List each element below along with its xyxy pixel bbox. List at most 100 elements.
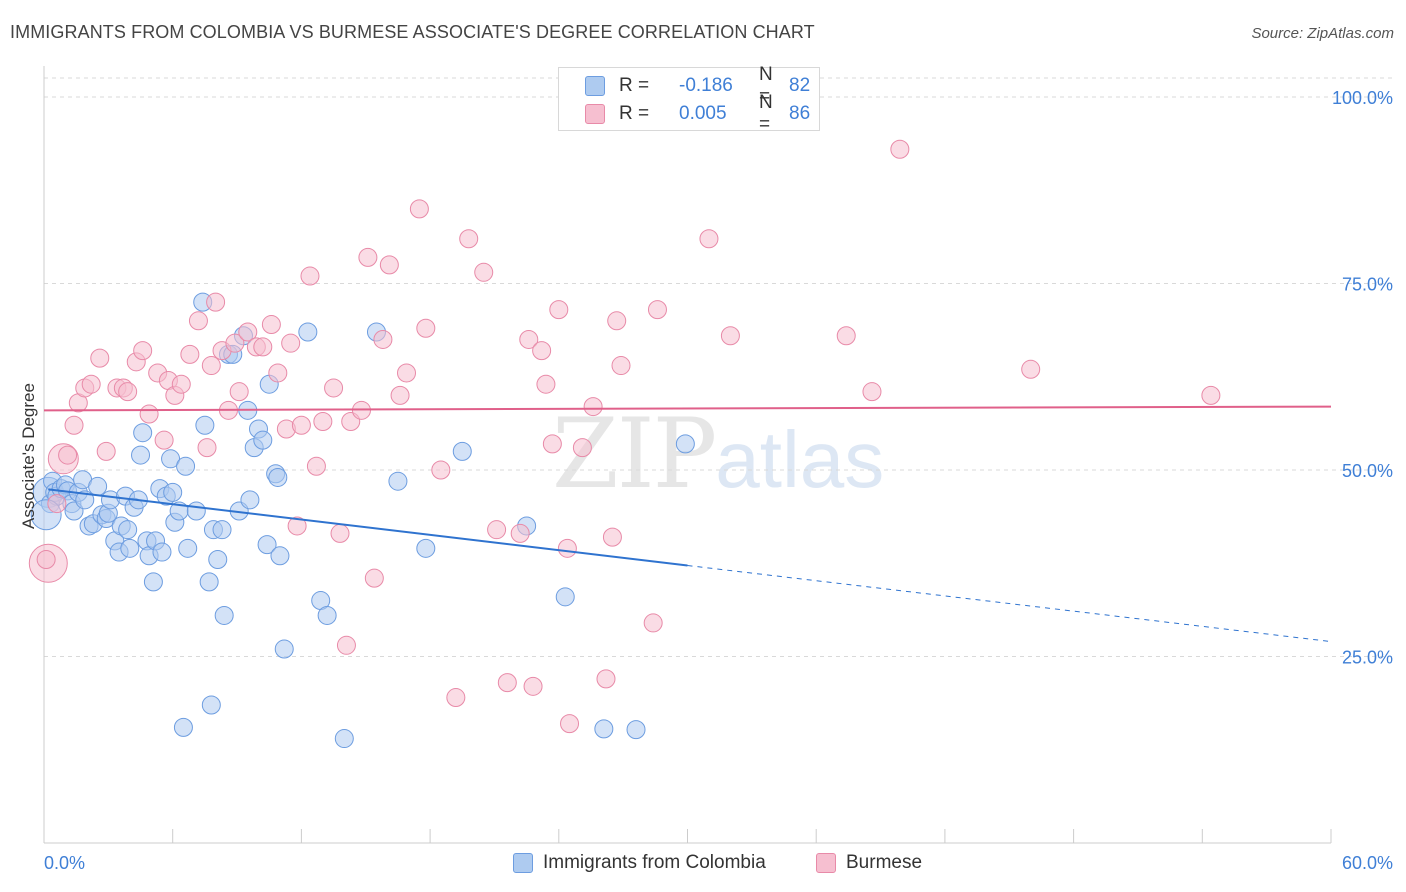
point-burmese [313, 412, 333, 432]
point-burmese [720, 326, 740, 346]
point-burmese [206, 292, 226, 312]
point-burmese [306, 456, 326, 476]
point-burmese [268, 363, 288, 383]
point-colombia [75, 490, 95, 510]
point-burmese [647, 300, 667, 320]
point-burmese [416, 318, 436, 338]
y-axis-title: Associate's Degree [19, 383, 38, 529]
point-colombia [257, 535, 277, 555]
legend-row-colombia: R = -0.186 N = 82 [585, 64, 811, 107]
point-colombia [195, 415, 215, 435]
point-burmese [324, 378, 344, 398]
point-burmese [560, 714, 580, 734]
point-colombia [594, 719, 614, 739]
point-colombia [416, 538, 436, 558]
source-label: Source: ZipAtlas.com [1251, 25, 1394, 42]
point-burmese [510, 523, 530, 543]
point-colombia [163, 482, 183, 502]
point-burmese [180, 344, 200, 364]
point-colombia [161, 449, 181, 469]
legend-n-label: N = [759, 92, 773, 135]
point-burmese [549, 300, 569, 320]
point-colombia [178, 538, 198, 558]
point-colombia [274, 639, 294, 659]
point-burmese [188, 311, 208, 331]
point-burmese [390, 385, 410, 405]
point-burmese [139, 404, 159, 424]
point-burmese [836, 326, 856, 346]
point-burmese [36, 550, 56, 570]
trend-line-colombia [48, 488, 688, 567]
tick-labels: 25.0% 50.0% 75.0% 100.0% 0.0% 60.0% Associate'… [19, 88, 1393, 873]
point-burmese [397, 363, 417, 383]
point-burmese [862, 382, 882, 402]
point-burmese [58, 445, 78, 465]
point-burmese [171, 374, 191, 394]
legend-r-label: R = [619, 103, 650, 124]
point-burmese [409, 199, 429, 219]
point-colombia [212, 520, 232, 540]
y-tick-label: 75.0% [1342, 275, 1393, 295]
point-colombia [118, 520, 138, 540]
point-colombia [186, 501, 206, 521]
point-burmese [890, 139, 910, 159]
legend-swatch-pink [585, 104, 605, 124]
legend-n-value: 82 [789, 75, 811, 96]
bottom-legend-label: Immigrants from Colombia [543, 852, 766, 873]
point-colombia [131, 445, 151, 465]
point-burmese [238, 322, 258, 342]
point-burmese [572, 438, 592, 458]
point-colombia [270, 546, 290, 566]
point-burmese [229, 382, 249, 402]
point-burmese [596, 669, 616, 689]
trend-line-burmese [43, 405, 1332, 412]
point-burmese [431, 460, 451, 480]
point-burmese [90, 348, 110, 368]
point-burmese [373, 329, 393, 349]
point-burmese [364, 568, 384, 588]
grid-lines [44, 77, 1392, 657]
axes [43, 66, 1332, 844]
point-colombia [152, 542, 172, 562]
trend-lines [43, 405, 1332, 643]
point-colombia [173, 717, 193, 737]
point-colombia [143, 572, 163, 592]
point-burmese [497, 673, 517, 693]
point-burmese [287, 516, 307, 536]
point-colombia [199, 572, 219, 592]
point-burmese [699, 229, 719, 249]
point-burmese [336, 635, 356, 655]
bottom-legend-burmese: Burmese [816, 852, 922, 874]
point-burmese [81, 374, 101, 394]
point-burmese [201, 356, 221, 376]
legend-r-value: 0.005 [679, 103, 727, 124]
point-colombia [298, 322, 318, 342]
bottom-legend-colombia: Immigrants from Colombia [513, 852, 766, 874]
point-colombia [253, 430, 273, 450]
point-colombia [317, 605, 337, 625]
legend-r-value: -0.186 [679, 75, 733, 96]
point-colombia [555, 587, 575, 607]
point-burmese [532, 341, 552, 361]
point-burmese [358, 247, 378, 267]
legend-row-burmese: R = 0.005 N = 86 [585, 92, 810, 135]
y-tick-label: 50.0% [1342, 461, 1393, 481]
chart-title: IMMIGRANTS FROM COLOMBIA VS BURMESE ASSO… [10, 22, 815, 42]
y-tick-label: 25.0% [1342, 648, 1393, 668]
point-colombia [268, 467, 288, 487]
point-burmese [291, 415, 311, 435]
point-burmese [519, 329, 539, 349]
point-burmese [379, 255, 399, 275]
point-colombia [452, 441, 472, 461]
point-burmese [96, 441, 116, 461]
point-colombia [388, 471, 408, 491]
point-burmese [281, 333, 301, 353]
point-burmese [557, 538, 577, 558]
point-burmese [197, 438, 217, 458]
point-colombia [214, 605, 234, 625]
legend-n-label: N = [759, 64, 773, 107]
point-burmese [542, 434, 562, 454]
point-burmese [536, 374, 556, 394]
point-colombia [120, 538, 140, 558]
